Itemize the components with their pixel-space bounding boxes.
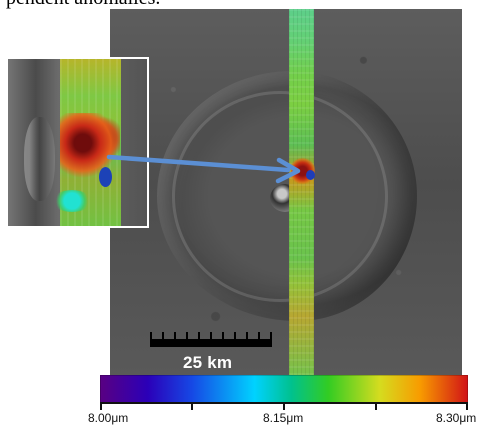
- colorbar-label-min: 8.00μm: [88, 411, 129, 425]
- colorbar-label-max: 8.30μm: [436, 411, 477, 425]
- zoom-inset: [6, 57, 149, 228]
- spectral-strip: [289, 9, 314, 375]
- colorbar-axis: [100, 402, 468, 412]
- colorbar-tick: [100, 402, 102, 410]
- wavelength-colorbar: [100, 375, 468, 403]
- lunar-crater-figure: 25 km: [110, 9, 462, 375]
- scale-label: 25 km: [183, 353, 233, 372]
- colorbar-tick: [466, 402, 468, 410]
- colorbar-label-mid: 8.15μm: [263, 411, 304, 425]
- inset-blue-anomaly: [99, 167, 112, 187]
- inset-rim: [24, 117, 55, 201]
- scale-bar: [150, 332, 272, 347]
- colorbar-tick: [375, 402, 377, 410]
- caption-fragment: pendent anomalies.: [6, 0, 160, 10]
- colorbar-tick: [283, 402, 285, 410]
- crater-rim-inner: [172, 91, 388, 302]
- spectral-anomaly-blue-spot: [306, 170, 315, 180]
- inset-cyan-anomaly: [52, 190, 92, 212]
- colorbar-tick: [191, 402, 193, 410]
